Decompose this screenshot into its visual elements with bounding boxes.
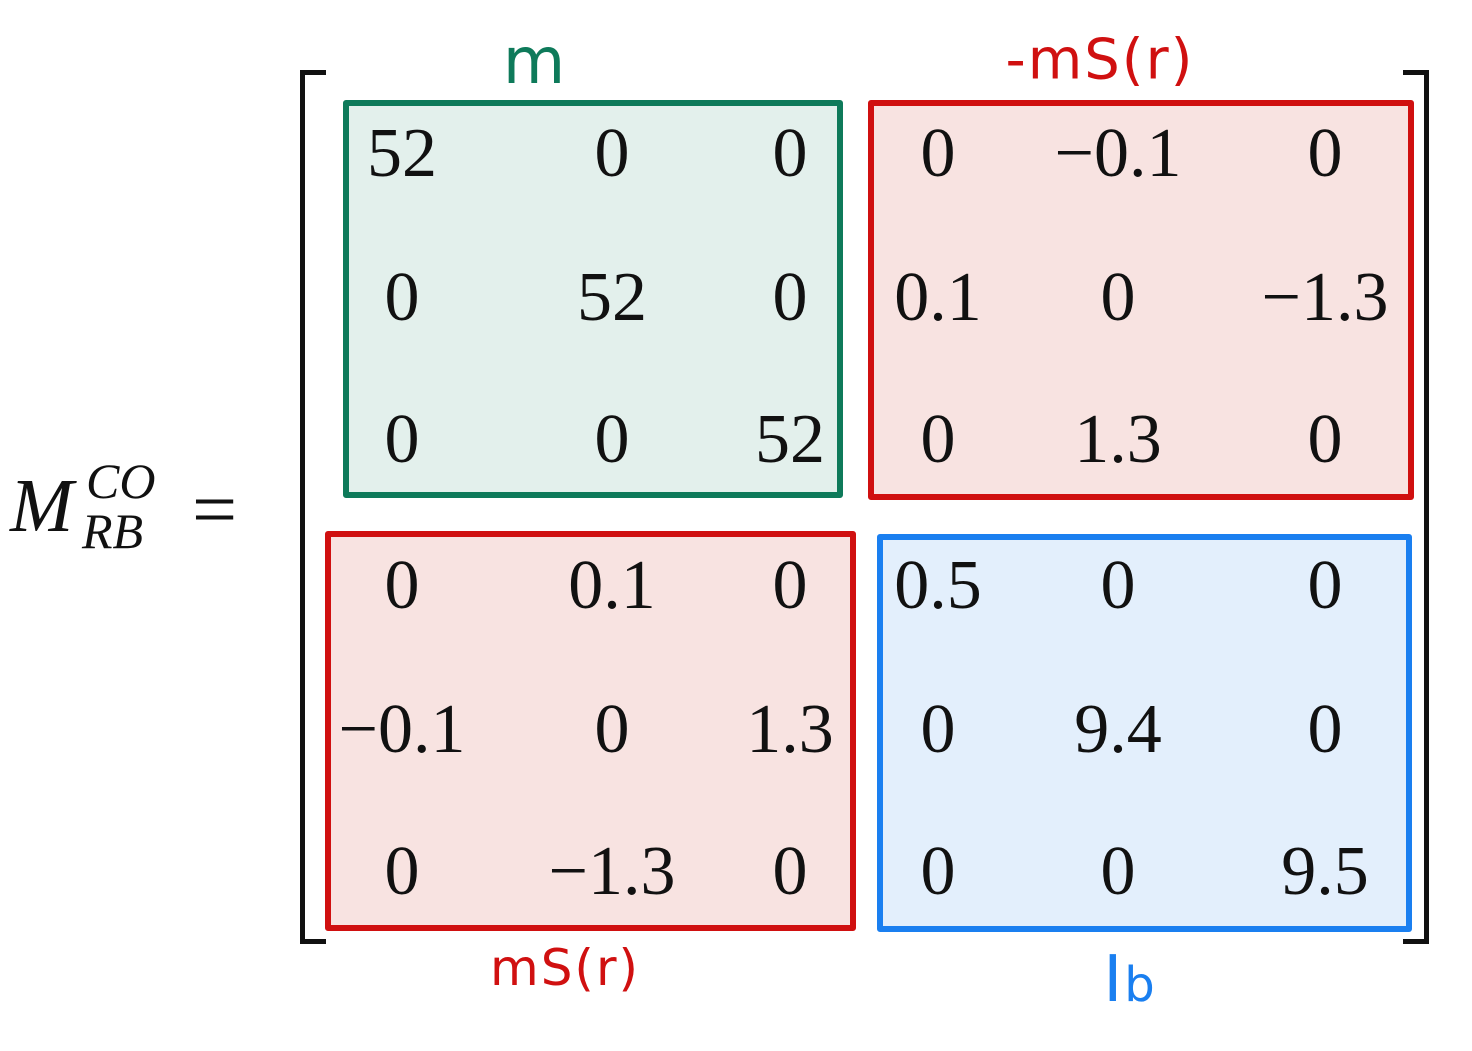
matrix-entry: 0.5 (894, 547, 982, 624)
coupling-block-top (868, 100, 1414, 500)
left-bracket (300, 70, 326, 944)
label-inertia: Ib (1103, 943, 1156, 1017)
matrix-entry: −1.3 (1261, 259, 1389, 336)
label-inertia-sub: b (1124, 957, 1157, 1013)
matrix-entry: 0 (920, 833, 956, 910)
mass-block (343, 100, 843, 498)
matrix-entry: 0 (594, 401, 630, 478)
matrix-entry: 0 (384, 401, 420, 478)
matrix-entry: 0 (1307, 547, 1343, 624)
matrix-entry: 0 (384, 259, 420, 336)
matrix-entry: 52 (755, 401, 825, 478)
matrix-entry: 0 (772, 547, 808, 624)
matrix-entry: −0.1 (338, 691, 466, 768)
matrix-entry: 9.4 (1074, 691, 1162, 768)
matrix-entry: 0 (920, 115, 956, 192)
matrix-entry: 0 (1307, 115, 1343, 192)
matrix-entry: 0 (594, 115, 630, 192)
label-neg-ms-r: -mS(r) (1005, 27, 1195, 93)
label-ms-r: mS(r) (489, 939, 641, 997)
matrix-entry: 0 (920, 401, 956, 478)
matrix-entry: 0 (384, 833, 420, 910)
matrix-entry: 0 (1307, 401, 1343, 478)
matrix-entry: 1.3 (1074, 401, 1162, 478)
label-m: m (502, 25, 568, 99)
matrix-entry: 0 (1307, 691, 1343, 768)
matrix-entry: 0 (772, 115, 808, 192)
inertia-block (877, 534, 1412, 932)
matrix-entry: 52 (577, 259, 647, 336)
matrix-entry: 0 (772, 833, 808, 910)
matrix-entry: 0.1 (568, 547, 656, 624)
coupling-block-bottom (325, 531, 856, 931)
label-inertia-symbol: I (1103, 943, 1125, 1017)
matrix-entry: −0.1 (1054, 115, 1182, 192)
matrix-entry: 0 (772, 259, 808, 336)
matrix-entry: 0 (384, 547, 420, 624)
matrix-entry: 1.3 (746, 691, 834, 768)
symbol-m: M (10, 464, 74, 548)
matrix-entry: 52 (367, 115, 437, 192)
matrix-entry: 0 (1100, 259, 1136, 336)
subscript-rb: RB (82, 503, 144, 559)
matrix-entry: 0 (920, 691, 956, 768)
matrix-entry: 0.1 (894, 259, 982, 336)
matrix-entry: 0 (594, 691, 630, 768)
matrix-entry: 0 (1100, 547, 1136, 624)
superscript-co: CO (86, 453, 156, 509)
right-bracket (1403, 70, 1429, 944)
matrix-entry: 0 (1100, 833, 1136, 910)
equals-sign: = (192, 466, 238, 554)
matrix-entry: −1.3 (548, 833, 676, 910)
matrix-entry: 9.5 (1281, 833, 1369, 910)
